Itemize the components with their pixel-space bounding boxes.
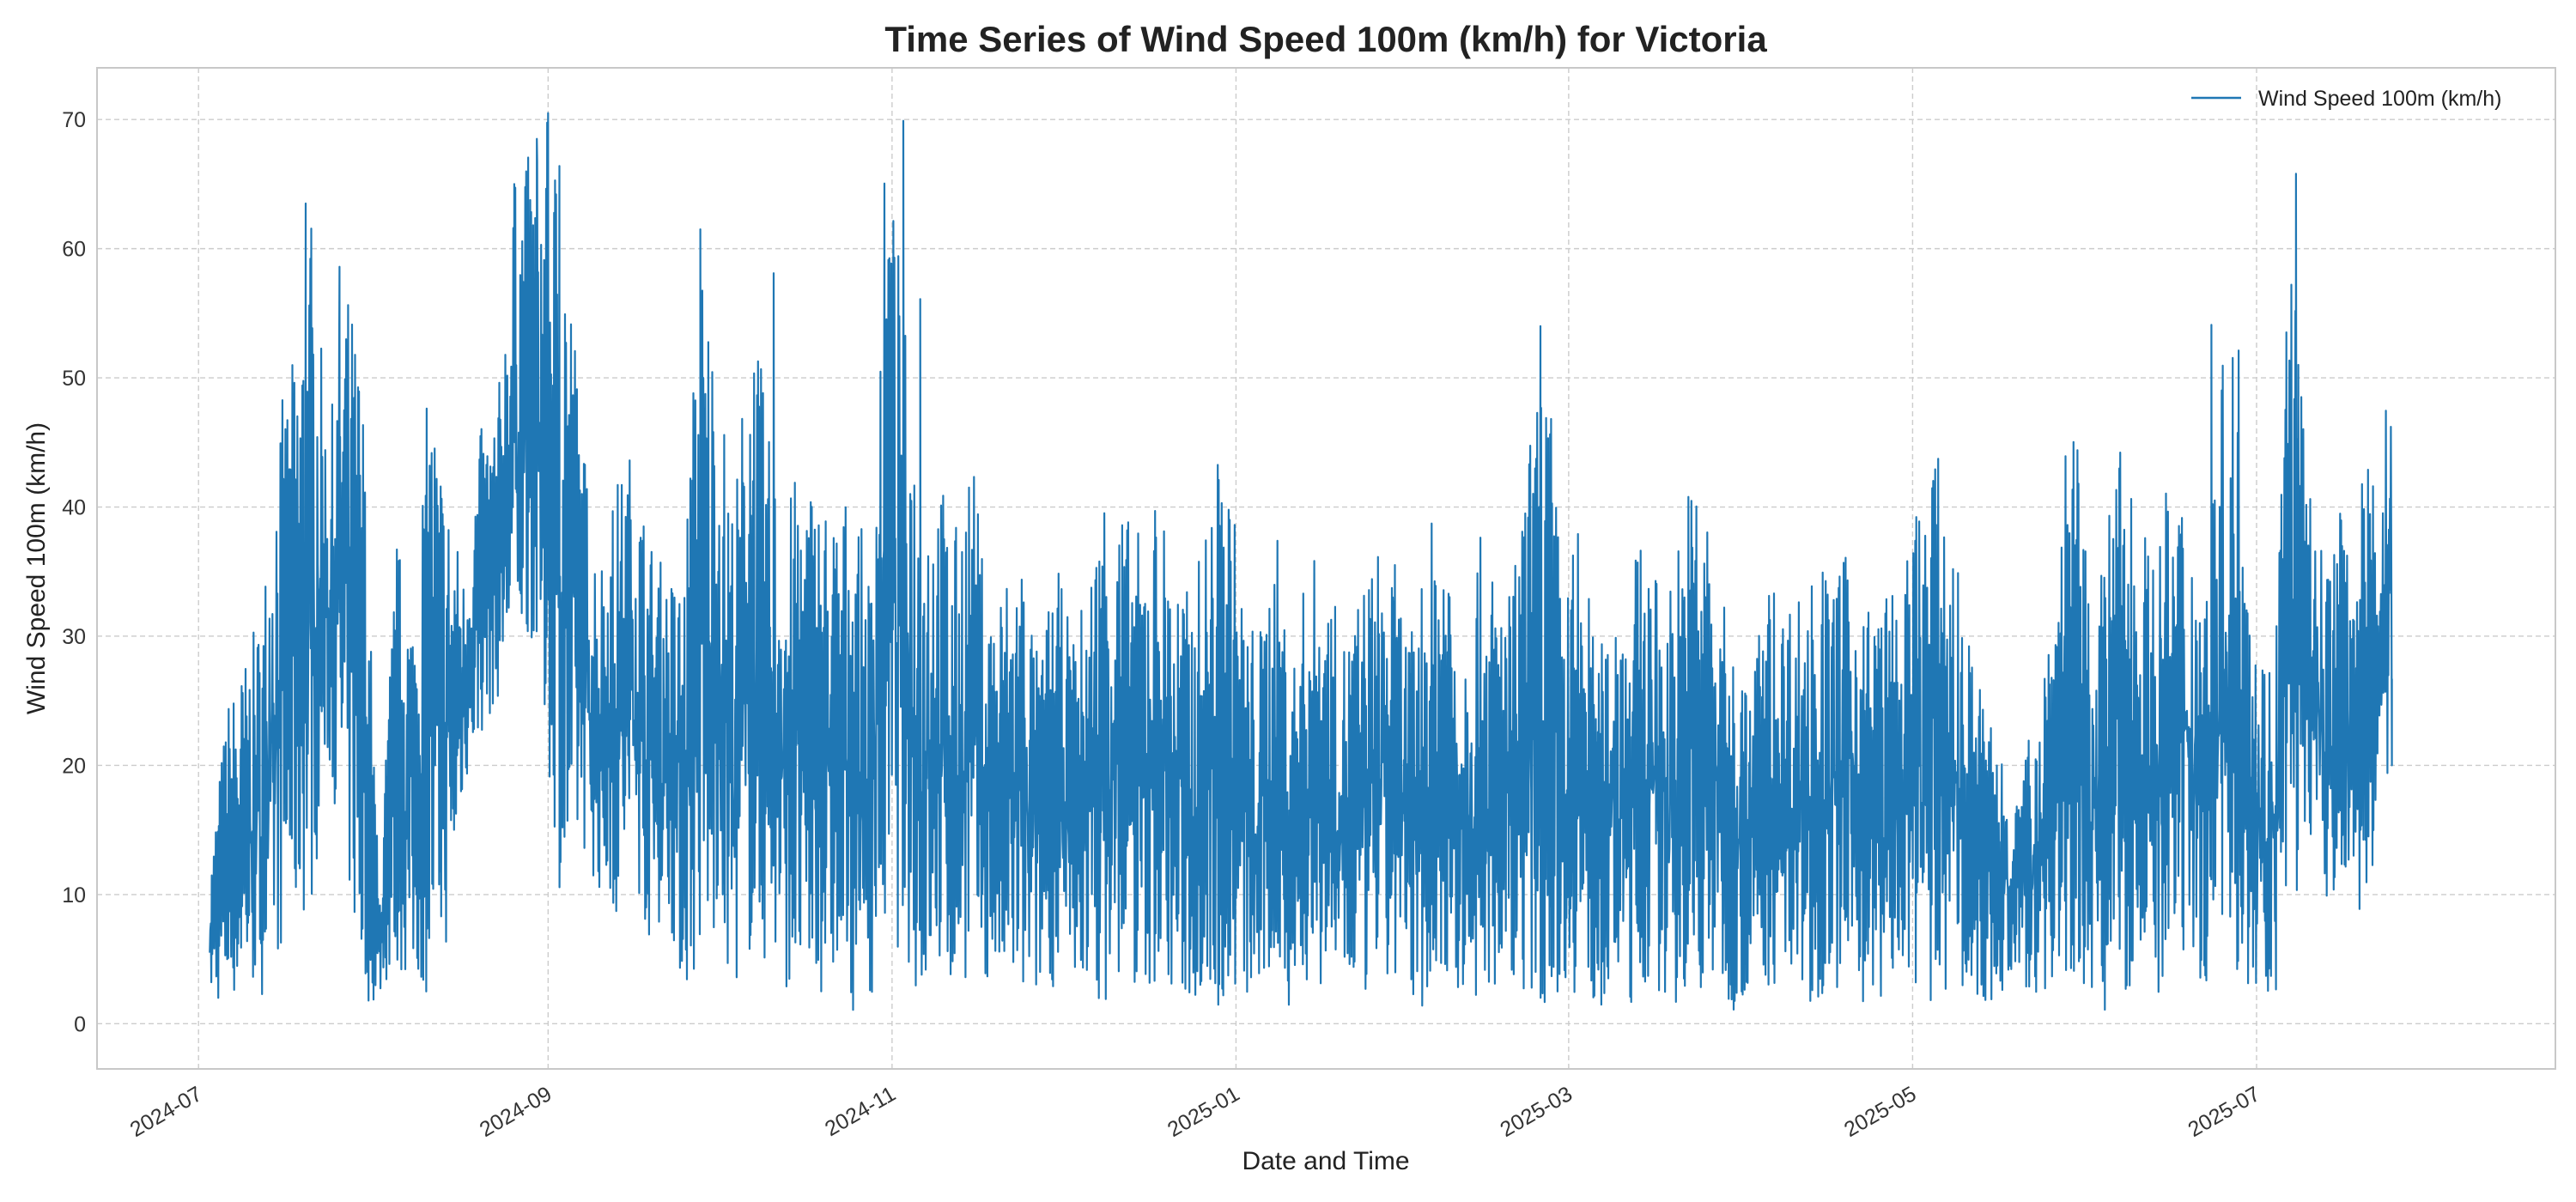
legend-label: Wind Speed 100m (km/h): [2258, 87, 2501, 111]
y-tick-label: 60: [62, 238, 86, 262]
y-tick-label: 10: [62, 883, 86, 908]
y-tick-label: 0: [74, 1012, 86, 1036]
y-tick-label: 70: [62, 108, 86, 132]
y-axis-ticks: 0 10 20 30 40 50 60 70: [62, 108, 86, 1036]
chart-title: Time Series of Wind Speed 100m (km/h) fo…: [884, 19, 1767, 59]
y-axis-label: Wind Speed 100m (km/h): [22, 422, 51, 714]
y-tick-label: 30: [62, 625, 86, 649]
series-line-wind-speed-100m: [209, 112, 2393, 1011]
x-axis-label: Date and Time: [1242, 1147, 1409, 1175]
y-tick-label: 20: [62, 754, 86, 778]
y-tick-label: 50: [62, 367, 86, 391]
plot-frame: [96, 67, 2556, 1070]
series-layer: [209, 112, 2393, 1011]
legend: Wind Speed 100m (km/h): [2191, 87, 2501, 111]
y-tick-label: 40: [62, 496, 86, 520]
